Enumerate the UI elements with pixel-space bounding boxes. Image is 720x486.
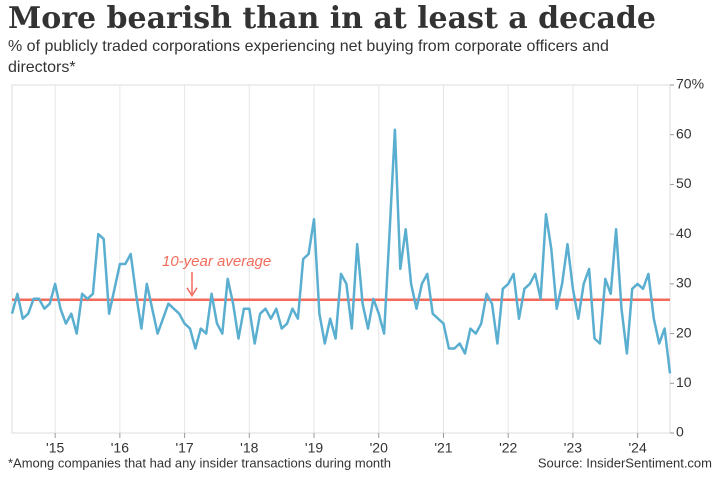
y-tick-label: 40 xyxy=(676,225,692,241)
y-tick-label: 30 xyxy=(676,275,692,291)
x-tick-label: '24 xyxy=(629,440,647,456)
x-tick-label: '19 xyxy=(305,440,323,456)
data-line xyxy=(10,128,672,374)
x-tick-label: '20 xyxy=(370,440,388,456)
x-tick-label: '16 xyxy=(111,440,129,456)
y-tick-label: 10 xyxy=(676,374,692,390)
chart-title: More bearish than in at least a decade xyxy=(8,1,656,36)
y-tick-label: 20 xyxy=(676,324,692,340)
x-tick-label: '21 xyxy=(434,440,452,456)
y-tick-label: 70% xyxy=(676,76,704,92)
plot-frame xyxy=(11,84,671,434)
y-tick-label: 50 xyxy=(676,175,692,191)
y-tick-label: 0 xyxy=(676,424,684,440)
y-tick-label: 60 xyxy=(676,125,692,141)
x-tick-label: '15 xyxy=(46,440,64,456)
annotation-arrow xyxy=(186,272,198,298)
footnote: *Among companies that had any insider tr… xyxy=(8,455,391,470)
subtitle-box: % of publicly traded corporations experi… xyxy=(8,38,609,76)
x-tick-label: '23 xyxy=(564,440,582,456)
x-tick-label: '22 xyxy=(499,440,517,456)
x-tick-label: '18 xyxy=(240,440,258,456)
x-tick-label: '17 xyxy=(175,440,193,456)
chart-subtitle: % of publicly traded corporations experi… xyxy=(8,38,609,76)
source: Source: InsiderSentiment.com xyxy=(538,455,712,470)
annotation: 10-year average xyxy=(162,253,271,270)
